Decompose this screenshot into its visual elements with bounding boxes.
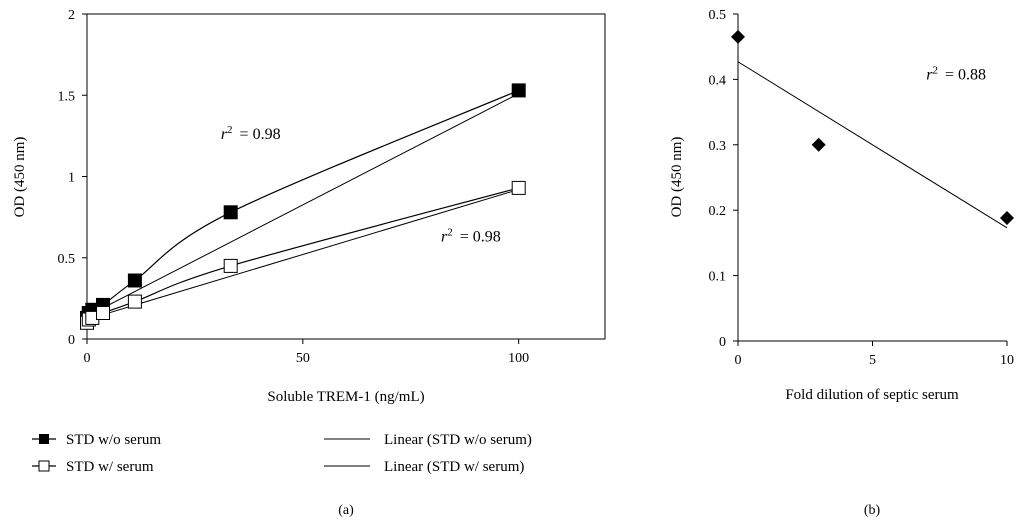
series-b [731, 29, 1014, 226]
data-point-filled-square [223, 205, 238, 220]
trendline [86, 93, 519, 317]
legend-label: Linear (STD w/o serum) [384, 432, 532, 448]
data-point-open-square [511, 180, 526, 195]
legend-item-linear-w-serum: Linear (STD w/ serum) [324, 459, 524, 475]
r-squared-annotation: r2 = 0.98 [221, 124, 281, 143]
y-tick-label: 1 [68, 171, 75, 186]
series-line [86, 187, 519, 324]
plot-frame-a [86, 13, 606, 340]
y-tick-label: 0.5 [709, 8, 727, 23]
data-point-diamond [811, 137, 826, 152]
data-point-filled-square [511, 83, 526, 98]
x-tick-label: 10 [1000, 353, 1014, 368]
data-point-diamond [1000, 211, 1014, 226]
series-a [80, 83, 526, 330]
x-tick-label: 0 [735, 353, 742, 368]
trendline [86, 189, 519, 320]
panel-label-b: (b) [864, 503, 881, 518]
x-tick-label: 0 [84, 351, 91, 366]
y-tick-label: 2 [68, 8, 75, 23]
trendline [737, 61, 1008, 229]
x-axis-a: 0 50 100 [84, 339, 529, 366]
y-tick-label: 0.4 [709, 73, 727, 88]
y-axis-title-b: OD (450 nm) [669, 137, 685, 218]
data-point-diamond [731, 29, 745, 44]
y-tick-label: 0.5 [58, 252, 76, 267]
x-tick-label: 5 [869, 353, 876, 368]
chart-panel-a: 0 0.5 1 1.5 2 0 50 100 r2 = 0.98 r2 = 0.98 Solu… [12, 8, 606, 518]
annotations-b: r2 = 0.88 [926, 64, 986, 83]
legend-item-std-wo-serum: STD w/o serum [32, 432, 161, 448]
y-tick-label: 0 [719, 335, 726, 350]
legend-label: STD w/ serum [66, 459, 154, 475]
data-point-open-square [96, 306, 110, 320]
y-tick-label: 0.1 [709, 270, 727, 285]
y-tick-label: 0.3 [709, 139, 727, 154]
x-axis-b: 0 5 10 [735, 341, 1014, 368]
r-squared-annotation: r2 = 0.98 [441, 227, 501, 246]
trendlines-a [86, 93, 519, 320]
legend-marker-filled-square [39, 434, 49, 444]
chart-panel-b: 0 0.1 0.2 0.3 0.4 0.5 0 5 10 r2 = 0.88 Fold dil… [669, 8, 1014, 518]
x-axis-title-a: Soluble TREM-1 (ng/mL) [267, 389, 424, 405]
legend-item-std-w-serum: STD w/ serum [32, 459, 154, 475]
panel-label-a: (a) [338, 503, 354, 518]
y-tick-label: 0.2 [709, 204, 727, 219]
legend-label: Linear (STD w/ serum) [384, 459, 524, 475]
r-squared-annotation: r2 = 0.88 [926, 64, 986, 83]
y-tick-label: 0 [68, 333, 75, 348]
legend-a: STD w/o serum STD w/ serum Linear (STD w… [32, 432, 532, 475]
y-axis-title-a: OD (450 nm) [12, 137, 28, 218]
series-line [86, 89, 519, 319]
trendline-b [737, 61, 1008, 229]
y-axis-b: 0 0.1 0.2 0.3 0.4 0.5 [709, 8, 738, 350]
x-axis-title-b: Fold dilution of septic serum [785, 387, 959, 403]
y-axis-a: 0 0.5 1 1.5 2 [58, 8, 87, 348]
data-point-filled-square [127, 273, 142, 288]
legend-label: STD w/o serum [66, 432, 161, 448]
x-tick-label: 100 [508, 351, 529, 366]
x-tick-label: 50 [296, 351, 310, 366]
legend-marker-open-square [38, 460, 50, 472]
annotations-a: r2 = 0.98 r2 = 0.98 [221, 124, 501, 245]
data-point-open-square [223, 258, 238, 273]
legend-item-linear-wo-serum: Linear (STD w/o serum) [324, 432, 532, 448]
data-point-open-square [127, 294, 142, 309]
y-tick-label: 1.5 [58, 89, 76, 104]
